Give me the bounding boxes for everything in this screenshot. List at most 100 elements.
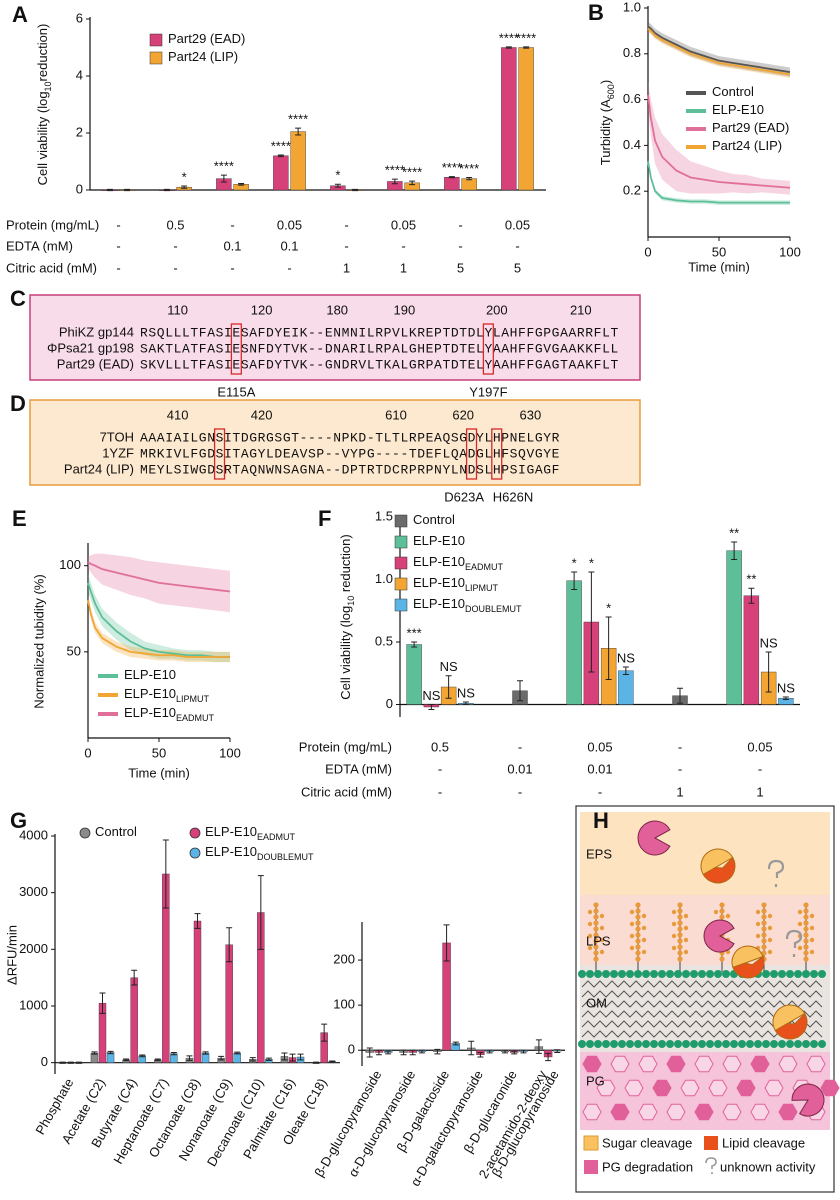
error-band (648, 25, 790, 78)
lipid-head (738, 1040, 746, 1048)
y-tick-label: 4 (76, 67, 83, 82)
lipid-head (610, 1040, 618, 1048)
legend-name: ELP-E10 (413, 575, 465, 590)
lipid-head (666, 1040, 674, 1048)
bar (566, 580, 582, 705)
condition-value: - (344, 217, 348, 232)
line (647, 27, 791, 76)
condition-value: 0.01 (587, 761, 612, 776)
sugar (635, 950, 641, 956)
bar (273, 155, 289, 191)
sequence-name: Part29 (EAD) (57, 356, 134, 371)
sugar (641, 925, 647, 931)
significance-label: **** (442, 160, 462, 175)
bar (743, 595, 760, 705)
sugar (635, 956, 641, 962)
legend-subscript: EADMUT (465, 562, 504, 572)
condition-value: 0.05 (505, 217, 530, 232)
legend-name: ELP-E10 (205, 824, 257, 839)
lipid-head (770, 970, 778, 978)
lipid-head (714, 1040, 722, 1048)
lipid-head (634, 1040, 642, 1048)
significance-label: ** (746, 572, 756, 587)
lipid-head (778, 1040, 786, 1048)
alignment-box (29, 294, 641, 381)
sugar (683, 925, 689, 931)
pg-sugar (750, 1103, 770, 1121)
diagram-h: H EPS LPS OM PG Sugar cleavage Lipid cle… (575, 805, 840, 1193)
legend-label: Control (413, 512, 455, 527)
position-label: 420 (251, 407, 273, 422)
bar (618, 670, 634, 705)
error-bar (605, 616, 612, 680)
sugar (761, 938, 767, 944)
sugar (713, 909, 719, 915)
pg-sugar (722, 1103, 742, 1121)
legend-text: unknown activity (720, 1159, 816, 1174)
legend-label: ELP-E10LIPMUT (413, 575, 499, 593)
sugar (809, 913, 815, 919)
y-tick-label: 50 (67, 643, 81, 658)
sugar (635, 914, 641, 920)
bar (130, 977, 138, 1063)
error-bar (321, 1023, 328, 1042)
legend-text: PG degradation (602, 1159, 693, 1174)
legend-swatch (394, 598, 408, 612)
bar (233, 1052, 241, 1063)
y-axis-label: Turbidity (A600) (598, 80, 616, 165)
error-bar (391, 178, 398, 185)
condition-value: 0.05 (587, 739, 612, 754)
error-bar (186, 1055, 193, 1061)
pg-sugar (638, 1103, 658, 1121)
sugar (683, 937, 689, 943)
y-tick-label: 0.4 (623, 137, 641, 152)
lipid-head (818, 970, 826, 978)
sugar (599, 937, 605, 943)
lipid-head (634, 970, 642, 978)
condition-value: - (116, 260, 120, 275)
sequence-name: Part24 (LIP) (64, 461, 134, 476)
sugar (683, 913, 689, 919)
legend-name: Control (95, 824, 137, 839)
lipid-head (642, 1040, 650, 1048)
legend-subscript: DOUBLEMUT (257, 852, 314, 862)
sugar (809, 937, 815, 943)
mutation-label: H626N (493, 489, 533, 504)
sequence: SKVLLLTFASIESAFDYTVK--GNDRVLTKALGRPATDTE… (140, 357, 619, 372)
error-bar (313, 1061, 320, 1064)
condition-value: 0.05 (391, 217, 416, 232)
pg-sugar (764, 1079, 784, 1097)
error-bar (107, 1050, 114, 1055)
legend-swatch (394, 556, 408, 570)
legend-name: ELP-E10 (124, 686, 176, 701)
error-band (88, 574, 230, 663)
sugar (593, 938, 599, 944)
condition-value: 1 (676, 784, 683, 799)
legend-subscript: EADMUT (257, 832, 296, 842)
y-tick-label: 2000 (19, 941, 48, 956)
error-bar (59, 1061, 66, 1064)
sugar (593, 920, 599, 926)
sequence: MEYLSIWGDSRTAQNWNSAGNA--DPTRTDCRPRPNYLND… (140, 462, 560, 477)
condition-value: - (173, 238, 177, 253)
sugar (587, 933, 593, 939)
sugar (677, 902, 683, 908)
sugar (809, 925, 815, 931)
lipid-head (594, 970, 602, 978)
y-axis-label-part: reduction) (35, 24, 50, 82)
sugar (677, 926, 683, 932)
error-bar (748, 587, 755, 604)
error-bar (249, 1057, 256, 1062)
error-bar (409, 180, 416, 186)
error-bar (289, 1053, 296, 1062)
error-bar (194, 913, 201, 929)
lipid-tail (581, 980, 823, 988)
bar (726, 550, 742, 705)
sugar (803, 932, 809, 938)
lipid-head (722, 970, 730, 978)
sugar (677, 956, 683, 962)
sugar (761, 944, 767, 950)
residue-highlight (491, 428, 503, 480)
x-tick-label: 50 (152, 745, 166, 760)
error-bar (452, 1041, 459, 1046)
